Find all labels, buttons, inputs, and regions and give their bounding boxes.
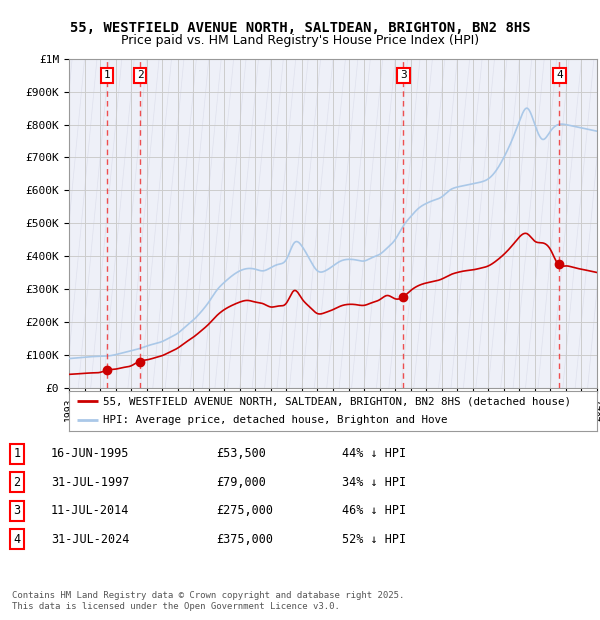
Text: £53,500: £53,500	[216, 448, 266, 460]
Text: 4: 4	[13, 533, 20, 546]
Text: 31-JUL-1997: 31-JUL-1997	[51, 476, 130, 489]
Text: 2: 2	[13, 476, 20, 489]
Text: 44% ↓ HPI: 44% ↓ HPI	[342, 448, 406, 460]
Text: 1: 1	[104, 70, 110, 81]
Text: 11-JUL-2014: 11-JUL-2014	[51, 505, 130, 517]
Text: 31-JUL-2024: 31-JUL-2024	[51, 533, 130, 546]
Text: 52% ↓ HPI: 52% ↓ HPI	[342, 533, 406, 546]
Text: 3: 3	[13, 505, 20, 517]
Text: £375,000: £375,000	[216, 533, 273, 546]
Text: 16-JUN-1995: 16-JUN-1995	[51, 448, 130, 460]
Text: £275,000: £275,000	[216, 505, 273, 517]
Text: 34% ↓ HPI: 34% ↓ HPI	[342, 476, 406, 489]
Text: 46% ↓ HPI: 46% ↓ HPI	[342, 505, 406, 517]
Text: 4: 4	[556, 70, 563, 81]
Text: Contains HM Land Registry data © Crown copyright and database right 2025.: Contains HM Land Registry data © Crown c…	[12, 591, 404, 600]
Text: This data is licensed under the Open Government Licence v3.0.: This data is licensed under the Open Gov…	[12, 602, 340, 611]
Text: 2: 2	[137, 70, 143, 81]
Text: Price paid vs. HM Land Registry's House Price Index (HPI): Price paid vs. HM Land Registry's House …	[121, 35, 479, 47]
Text: £79,000: £79,000	[216, 476, 266, 489]
Text: HPI: Average price, detached house, Brighton and Hove: HPI: Average price, detached house, Brig…	[103, 415, 448, 425]
Text: 55, WESTFIELD AVENUE NORTH, SALTDEAN, BRIGHTON, BN2 8HS (detached house): 55, WESTFIELD AVENUE NORTH, SALTDEAN, BR…	[103, 396, 571, 407]
Text: 1: 1	[13, 448, 20, 460]
Text: 3: 3	[400, 70, 407, 81]
Text: 55, WESTFIELD AVENUE NORTH, SALTDEAN, BRIGHTON, BN2 8HS: 55, WESTFIELD AVENUE NORTH, SALTDEAN, BR…	[70, 21, 530, 35]
